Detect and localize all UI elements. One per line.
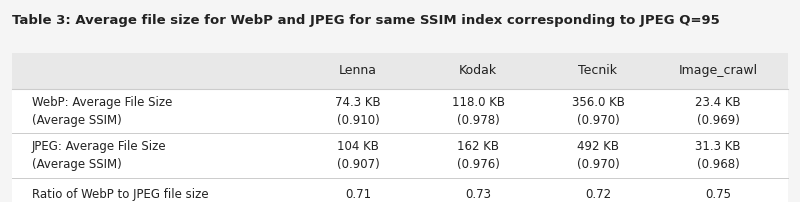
Text: 23.4 KB
(0.969): 23.4 KB (0.969) xyxy=(695,96,741,127)
Text: 0.73: 0.73 xyxy=(465,188,491,201)
Text: 118.0 KB
(0.978): 118.0 KB (0.978) xyxy=(451,96,505,127)
Text: 356.0 KB
(0.970): 356.0 KB (0.970) xyxy=(571,96,625,127)
Text: WebP: Average File Size
(Average SSIM): WebP: Average File Size (Average SSIM) xyxy=(32,96,172,127)
Text: Image_crawl: Image_crawl xyxy=(678,64,758,77)
Text: Table 3: Average file size for WebP and JPEG for same SSIM index corresponding t: Table 3: Average file size for WebP and … xyxy=(12,14,720,27)
Text: Lenna: Lenna xyxy=(339,64,377,77)
FancyBboxPatch shape xyxy=(12,53,788,89)
Text: 0.71: 0.71 xyxy=(345,188,371,201)
FancyBboxPatch shape xyxy=(12,178,788,202)
FancyBboxPatch shape xyxy=(12,89,788,133)
Text: Tecnik: Tecnik xyxy=(578,64,618,77)
Text: 104 KB
(0.907): 104 KB (0.907) xyxy=(337,140,379,171)
Text: 74.3 KB
(0.910): 74.3 KB (0.910) xyxy=(335,96,381,127)
Text: 492 KB
(0.970): 492 KB (0.970) xyxy=(577,140,619,171)
Text: 0.72: 0.72 xyxy=(585,188,611,201)
Text: JPEG: Average File Size
(Average SSIM): JPEG: Average File Size (Average SSIM) xyxy=(32,140,166,171)
Text: 162 KB
(0.976): 162 KB (0.976) xyxy=(457,140,499,171)
Text: Kodak: Kodak xyxy=(459,64,497,77)
Text: Ratio of WebP to JPEG file size: Ratio of WebP to JPEG file size xyxy=(32,188,209,201)
Text: 31.3 KB
(0.968): 31.3 KB (0.968) xyxy=(695,140,741,171)
FancyBboxPatch shape xyxy=(12,133,788,178)
Text: 0.75: 0.75 xyxy=(705,188,731,201)
